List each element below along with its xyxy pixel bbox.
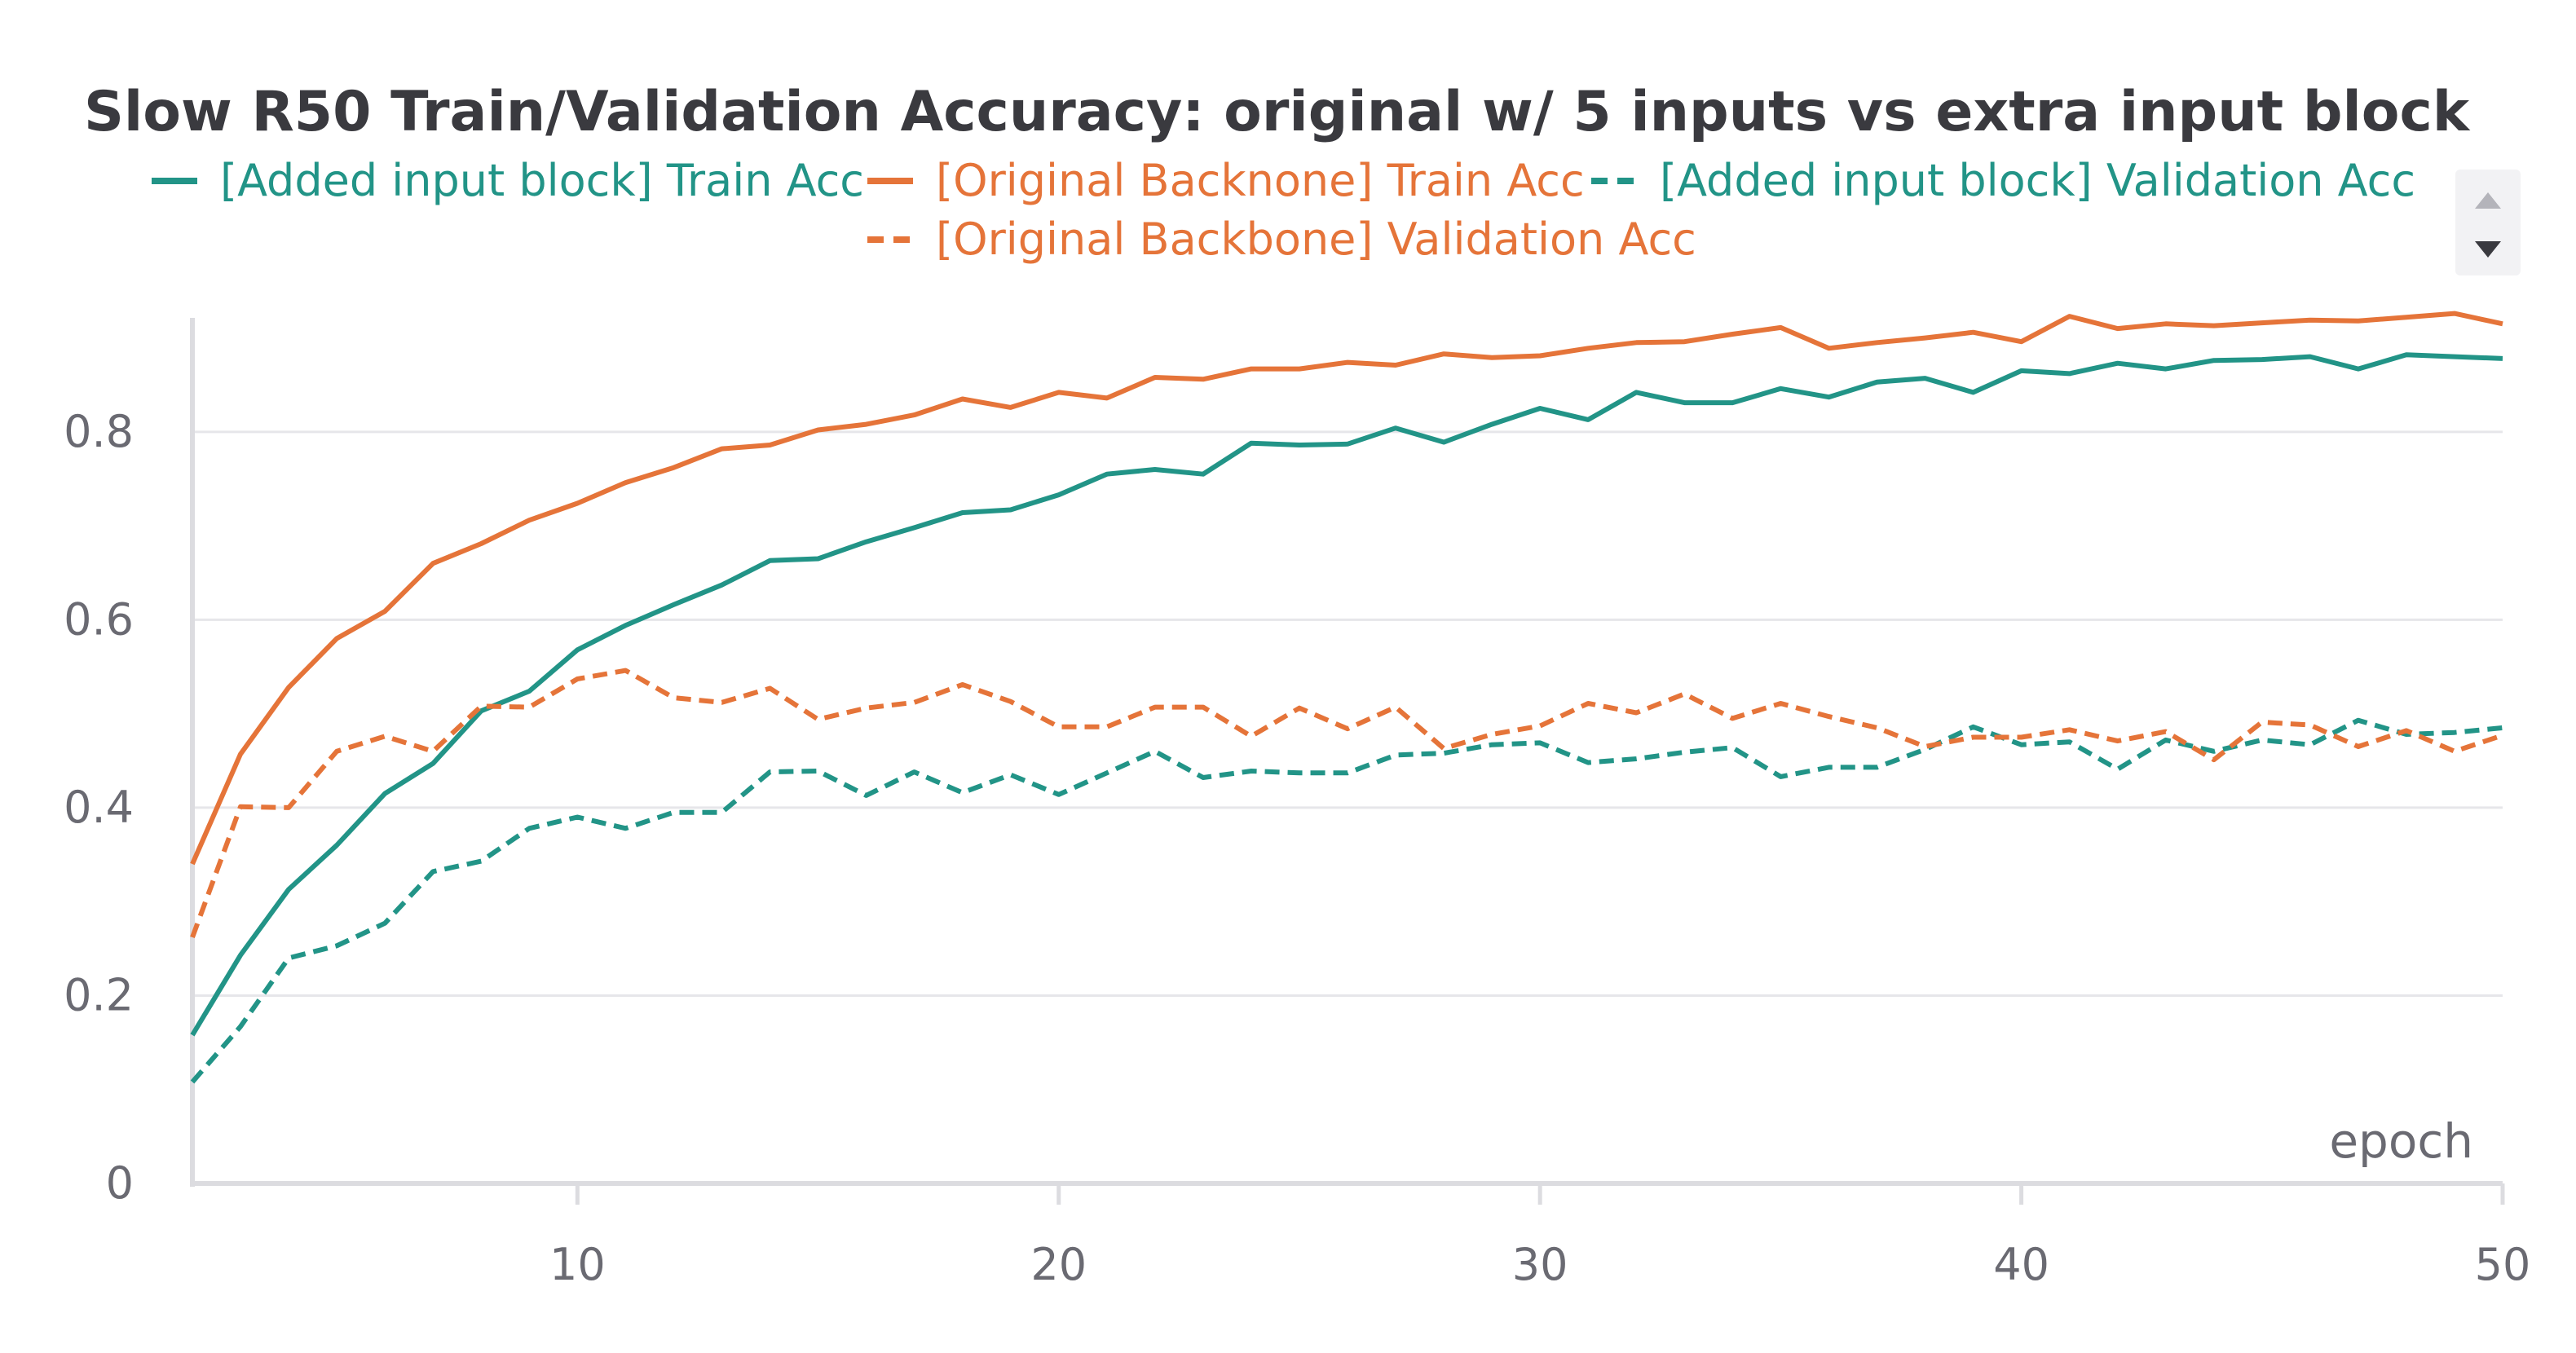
legend-label: [Added input block] Validation Acc xyxy=(1660,155,2415,206)
x-tick-label: 20 xyxy=(1030,1239,1087,1290)
chart-title: Slow R50 Train/Validation Accuracy: orig… xyxy=(84,80,2471,144)
x-tick-label: 10 xyxy=(549,1239,606,1290)
axes xyxy=(190,318,2503,1187)
y-tick-label: 0.2 xyxy=(64,969,134,1020)
legend-item-3[interactable]: [Original Backbone] Validation Acc xyxy=(867,214,1696,265)
series-line-1 xyxy=(190,311,2503,866)
y-tick-label: 0 xyxy=(106,1157,134,1209)
series-line-0 xyxy=(190,352,2503,1037)
legend-scroll-control xyxy=(2455,170,2521,275)
y-tick-label: 0.6 xyxy=(64,593,134,645)
scroll-up-icon[interactable] xyxy=(2475,192,2501,209)
x-tick-label: 30 xyxy=(1512,1239,1568,1290)
x-tick-label: 50 xyxy=(2475,1239,2531,1290)
legend-scroll-background xyxy=(2455,170,2521,275)
grid-lines xyxy=(192,430,2503,997)
scroll-down-icon[interactable] xyxy=(2475,241,2501,258)
y-axis-ticks: 0 0.2 0.4 0.6 0.8 xyxy=(64,406,134,1209)
x-tick-label: 40 xyxy=(1993,1239,2049,1290)
legend: [Added input block] Train Acc [Original B… xyxy=(152,155,2415,265)
x-axis-label: epoch xyxy=(2329,1113,2473,1169)
legend-item-2[interactable]: [Added input block] Validation Acc xyxy=(1591,155,2415,206)
y-tick-label: 0.4 xyxy=(64,782,134,833)
y-tick-label: 0.8 xyxy=(64,406,134,457)
series-line-3 xyxy=(190,668,2503,939)
legend-label: [Original Backnone] Train Acc xyxy=(936,155,1585,206)
series-lines xyxy=(190,311,2503,1084)
legend-label: [Original Backbone] Validation Acc xyxy=(936,214,1696,265)
series-line-2 xyxy=(190,717,2503,1084)
x-axis-ticks: 10 20 30 40 50 xyxy=(549,1183,2530,1290)
legend-item-0[interactable]: [Added input block] Train Acc xyxy=(152,155,864,206)
legend-label: [Added input block] Train Acc xyxy=(220,155,864,206)
legend-item-1[interactable]: [Original Backnone] Train Acc xyxy=(867,155,1585,206)
